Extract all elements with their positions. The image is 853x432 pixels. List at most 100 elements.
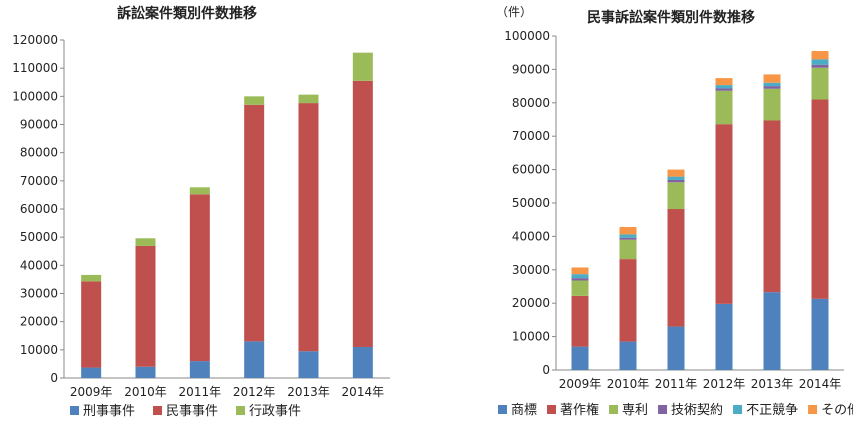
bar-segment [571,346,589,370]
bar-segment [619,341,637,370]
bar-segment [135,245,156,367]
bar-segment [715,303,733,370]
bar-segment [189,361,210,378]
chart-title: 民事訴訟案件類別件数推移 [587,9,755,26]
legend-label: 民事事件 [166,404,218,419]
y-tick-label: 100000 [12,89,58,103]
legend-swatch [733,405,743,414]
chart-criminal-civil-administrative: 訴訟案件類別件数推移 0 10000 20000 30000 40000 50000 600… [12,5,390,419]
bar-segment [619,237,637,240]
bar-segment [81,281,102,368]
bar-segment [667,179,685,183]
y-tick-label: 60000 [20,202,58,216]
bar-segment [715,124,733,304]
bar-segment [619,227,637,235]
bar-segment [811,59,829,65]
bar-segment [189,187,210,195]
legend-label: 商標 [511,403,537,418]
bar-segment [135,366,156,378]
bar-segment [352,80,373,348]
legend-label: 刑事事件 [83,404,135,419]
legend-label: 専利 [622,403,648,418]
y-tick-label: 0 [542,363,550,377]
legend-label: 行政事件 [249,404,301,419]
bar-segment [763,88,781,121]
y-tick-label: 20000 [20,315,58,329]
y-tick-label: 70000 [512,129,550,143]
x-tick-label: 2009年 [70,385,113,399]
y-axis-unit-label: （件） [496,5,532,19]
legend-swatch [70,406,79,415]
bar-segment [571,278,589,281]
y-tick-label: 10000 [20,343,58,357]
bar-segment [298,351,319,378]
x-tick-label: 2010年 [607,377,650,391]
bar-segment [352,347,373,378]
bar-segment [298,94,319,104]
legend-swatch [658,405,668,414]
legend-swatch [547,405,557,414]
bar-segment [811,51,829,60]
chart-civil-ip-cases: （件） 民事訴訟案件類別件数推移 0 10000 20000 30000 40000 50… [496,5,853,418]
y-tick-label: 70000 [20,174,58,188]
x-tick-label: 2013年 [287,385,330,399]
y-tick-label: 80000 [512,96,550,110]
x-tick-label: 2013年 [751,377,794,391]
legend-label: 技術契約 [671,403,723,418]
y-tick-label: 100000 [504,29,550,43]
bar-segment [715,78,733,86]
y-tick-label: 0 [50,371,58,385]
legend-label: 不正競争 [746,403,798,418]
x-tick-label: 2011年 [179,385,222,399]
y-tick-label: 60000 [512,163,550,177]
x-tick-label: 2014年 [342,385,385,399]
bar-segment [763,74,781,83]
y-tick-label: 50000 [20,230,58,244]
y-tick-label: 40000 [512,229,550,243]
bar-segment [667,169,685,177]
bar-segment [667,182,685,210]
y-tick-label: 30000 [20,287,58,301]
y-tick-label: 50000 [512,196,550,210]
bar-segment [298,103,319,352]
bar-segment [571,267,589,275]
legend-swatch [498,405,507,414]
bar-segment [244,96,265,105]
bar-segment [135,238,156,246]
bar-segment [667,209,685,327]
bar-segment [352,52,373,81]
bar-segment [619,234,637,238]
y-tick-label: 80000 [20,146,58,160]
legend-label: その他 [821,403,853,418]
x-tick-label: 2010年 [124,385,167,399]
x-tick-label: 2012年 [233,385,276,399]
y-tick-label: 20000 [512,296,550,310]
bar-segment [81,367,102,378]
bar-segment [571,295,589,347]
bar-segment [571,280,589,296]
bar-segment [715,88,733,91]
bar-segment [667,176,685,180]
legend-swatch [808,405,818,414]
x-tick-label: 2011年 [655,377,698,391]
legend-swatch [236,406,246,415]
y-tick-label: 120000 [12,33,58,47]
bar-segment [811,298,829,370]
bar-segment [715,90,733,125]
y-tick-label: 40000 [20,258,58,272]
x-tick-label: 2009年 [559,377,602,391]
y-tick-label: 10000 [512,330,550,344]
bar-segment [189,194,210,362]
bar-segment [571,274,589,279]
legend-swatch [153,406,163,415]
bar-segment [763,86,781,89]
bar-segment [763,292,781,370]
bar-segment [244,341,265,378]
legend-label: 著作権 [560,402,599,418]
bar-segment [811,99,829,299]
y-tick-label: 30000 [512,263,550,277]
x-tick-label: 2012年 [703,377,746,391]
bar-segment [619,259,637,342]
chart-title: 訴訟案件類別件数推移 [117,5,257,22]
y-tick-label: 90000 [20,118,58,132]
